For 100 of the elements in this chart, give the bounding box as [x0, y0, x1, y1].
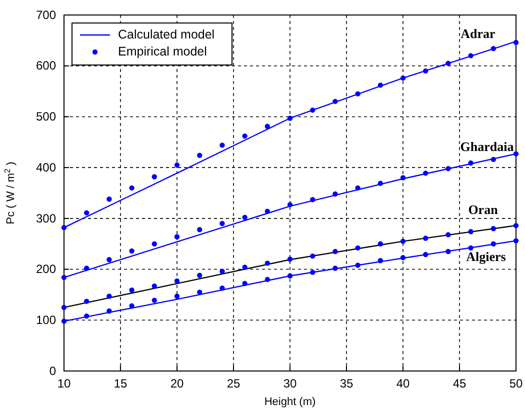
point — [468, 245, 474, 251]
point — [355, 245, 360, 251]
y-tick-label: 0 — [49, 364, 56, 378]
point — [152, 298, 157, 303]
point — [106, 294, 112, 299]
point — [220, 268, 225, 274]
point — [106, 196, 112, 202]
point — [400, 254, 406, 260]
x-tick-label: 15 — [114, 376, 128, 391]
point — [197, 290, 202, 295]
point — [490, 241, 496, 246]
point — [242, 264, 248, 270]
point — [332, 266, 338, 271]
point — [152, 174, 157, 180]
point — [468, 53, 474, 58]
point — [490, 156, 496, 162]
point — [242, 133, 248, 139]
point — [446, 248, 451, 254]
point — [513, 151, 519, 156]
point — [446, 60, 451, 66]
point — [106, 257, 112, 262]
point — [310, 108, 316, 113]
point — [468, 160, 474, 166]
point — [355, 91, 360, 96]
y-tick-label: 100 — [36, 312, 56, 327]
point — [332, 98, 338, 104]
point — [84, 298, 90, 304]
y-tick-label: 700 — [36, 8, 56, 22]
x-tick-label: 30 — [283, 376, 297, 391]
point — [242, 280, 248, 286]
point — [378, 180, 383, 186]
point — [61, 304, 67, 310]
x-tick-label: 45 — [452, 376, 466, 391]
point — [174, 278, 180, 284]
point — [468, 229, 474, 234]
point — [355, 262, 360, 268]
annotation: Ghardaia — [460, 138, 514, 154]
point — [287, 256, 293, 262]
y-tick-label: 200 — [36, 262, 56, 276]
point — [513, 222, 519, 228]
x-tick-label: 50 — [509, 376, 523, 391]
point — [106, 308, 112, 314]
point — [446, 166, 451, 172]
annotation: Adrar — [460, 26, 496, 41]
point — [513, 40, 519, 46]
y-tick-label: 400 — [36, 160, 56, 174]
y-tick-label: 500 — [36, 110, 56, 124]
point — [400, 75, 406, 81]
point — [400, 238, 406, 244]
point — [220, 286, 225, 291]
point — [61, 274, 67, 280]
point — [129, 303, 134, 309]
point — [152, 283, 157, 289]
y-tick-label: 300 — [36, 211, 56, 226]
point — [61, 318, 67, 324]
point — [220, 220, 225, 226]
point — [264, 208, 270, 214]
y-tick-label: 600 — [36, 58, 56, 73]
x-tick-label: 40 — [396, 376, 410, 391]
point — [174, 162, 180, 168]
point — [197, 272, 202, 278]
point — [332, 191, 338, 197]
point — [378, 241, 383, 246]
point — [310, 270, 316, 275]
point — [84, 210, 90, 216]
legend-label: Empirical model — [118, 44, 207, 58]
point — [129, 185, 134, 191]
point — [174, 234, 180, 240]
point — [310, 253, 316, 259]
point — [490, 226, 496, 232]
point — [378, 82, 383, 88]
x-tick-label: 20 — [170, 376, 184, 391]
point — [174, 294, 180, 299]
point — [287, 116, 293, 121]
point — [287, 202, 293, 208]
point — [264, 124, 270, 129]
point — [423, 252, 428, 258]
point — [264, 276, 270, 282]
point — [84, 313, 90, 319]
x-tick-label: 25 — [226, 376, 240, 391]
point — [264, 260, 270, 266]
point — [84, 266, 90, 271]
point — [423, 236, 428, 241]
point — [61, 224, 67, 230]
point — [355, 185, 360, 191]
point — [490, 46, 496, 52]
x-axis-title: Height (m) — [264, 396, 316, 408]
point — [423, 68, 428, 74]
annotation: Algiers — [466, 248, 506, 264]
point — [220, 142, 225, 148]
point — [378, 258, 383, 264]
point — [242, 214, 248, 220]
point — [513, 238, 519, 244]
point — [287, 273, 293, 278]
point — [152, 241, 157, 246]
point — [332, 248, 338, 254]
point — [446, 232, 451, 238]
point — [129, 248, 134, 254]
point — [197, 227, 202, 232]
x-tick-label: 10 — [57, 376, 71, 391]
